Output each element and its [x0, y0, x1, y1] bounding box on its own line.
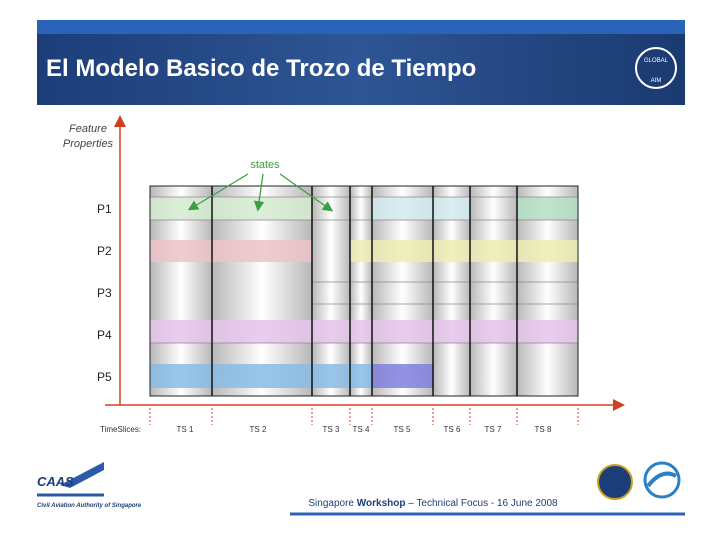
slice-dividers	[211, 186, 518, 396]
footer-text-bold: Workshop	[357, 498, 406, 509]
logo-text: AIM	[651, 78, 662, 84]
time-slice-label: TS 7	[485, 425, 502, 434]
annotation: states	[250, 159, 280, 171]
state-cell	[150, 240, 312, 262]
property-label: P4	[97, 328, 112, 342]
eurocontrol-mark	[646, 471, 677, 488]
property-label: P2	[97, 244, 112, 258]
column	[470, 186, 517, 396]
time-slice-label: TS 5	[394, 425, 411, 434]
state-cell	[150, 197, 312, 220]
time-slice-label: TS 4	[353, 425, 370, 434]
row-lines	[150, 196, 578, 344]
caas-logo: CAAS	[37, 474, 74, 489]
footer-text-part: – Technical Focus - 16 June 2008	[405, 498, 558, 509]
column	[350, 186, 372, 396]
property-label: P3	[97, 286, 112, 300]
time-slice-label: TS 3	[323, 425, 340, 434]
org-name: Civil Aviation Authority of Singapore	[37, 503, 142, 509]
logo-text: GLOBAL	[644, 58, 669, 64]
state-cell	[372, 197, 470, 220]
header-banner	[37, 34, 685, 105]
y-axis-label: Feature	[69, 123, 107, 135]
faa-seal	[597, 464, 633, 500]
state-cell	[150, 320, 578, 343]
column	[312, 186, 350, 396]
state-cell	[372, 364, 433, 388]
grid-frame	[149, 185, 579, 397]
footer-text: Singapore Workshop – Technical Focus - 1…	[308, 498, 558, 509]
time-axis-label: TimeSlices:	[100, 425, 141, 434]
column	[150, 186, 212, 396]
header-strip	[37, 20, 685, 34]
column	[212, 186, 312, 396]
state-cells	[150, 197, 578, 388]
state-cell	[150, 364, 372, 388]
time-slice-label: TS 2	[250, 425, 267, 434]
state-cell	[350, 240, 578, 262]
eurocontrol-logo	[643, 461, 681, 499]
time-slice-columns	[150, 186, 578, 396]
property-label: P5	[97, 370, 112, 384]
time-slice-label: TS 8	[535, 425, 552, 434]
column	[372, 186, 433, 396]
state-cell	[517, 197, 578, 220]
annotation-arrows	[187, 173, 334, 212]
slice-ticks	[149, 408, 579, 425]
column	[433, 186, 470, 396]
y-axis-label: Properties	[63, 138, 114, 150]
time-slice-label: TS 1	[177, 425, 194, 434]
caas-logo-swoosh	[60, 462, 104, 488]
column	[517, 186, 578, 396]
logo-globe	[635, 47, 677, 89]
time-slice-label: TS 6	[444, 425, 461, 434]
slide-title: El Modelo Basico de Trozo de Tiempo	[46, 55, 476, 82]
property-label: P1	[97, 202, 112, 216]
footer-text-part: Singapore	[308, 498, 356, 509]
